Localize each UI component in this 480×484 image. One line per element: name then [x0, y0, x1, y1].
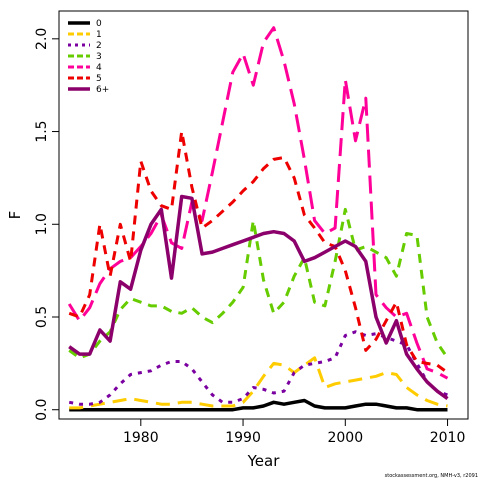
- y-tick-label: 2.0: [34, 28, 50, 50]
- legend-label: 4: [96, 63, 102, 73]
- y-tick-label: 0.0: [34, 399, 50, 421]
- x-tick-label: 2010: [430, 430, 466, 446]
- series-line-4: [67, 26, 449, 380]
- series-line-1: [69, 356, 448, 410]
- y-tick-label: 0.5: [34, 306, 50, 328]
- y-axis: 0.0 0.5 1.0 1.5 2.0: [34, 28, 60, 421]
- credit-text: stockassessment.org, NMH-v3, r2091: [385, 473, 478, 479]
- legend-label: 0: [96, 19, 102, 29]
- legend-label: 6+: [96, 85, 109, 95]
- y-tick-label: 1.5: [34, 120, 50, 142]
- series-line-5: [68, 130, 449, 374]
- legend-label: 1: [96, 30, 102, 40]
- plot-box: [58, 10, 469, 420]
- series-layer: [67, 26, 449, 412]
- legend-label: 2: [96, 41, 102, 51]
- series-line-6plus: [68, 194, 449, 401]
- legend-label: 3: [96, 52, 102, 62]
- y-tick-label: 1.0: [34, 213, 50, 235]
- x-axis: 1980 1990 2000 2010: [123, 418, 466, 446]
- x-tick-label: 1980: [123, 430, 159, 446]
- x-tick-label: 1990: [225, 430, 261, 446]
- x-axis-title: Year: [247, 452, 281, 470]
- legend-label: 5: [96, 74, 102, 84]
- series-line-2: [68, 330, 449, 406]
- y-axis-title: F: [6, 211, 24, 220]
- series-line-0: [69, 398, 448, 412]
- x-tick-label: 2000: [327, 430, 363, 446]
